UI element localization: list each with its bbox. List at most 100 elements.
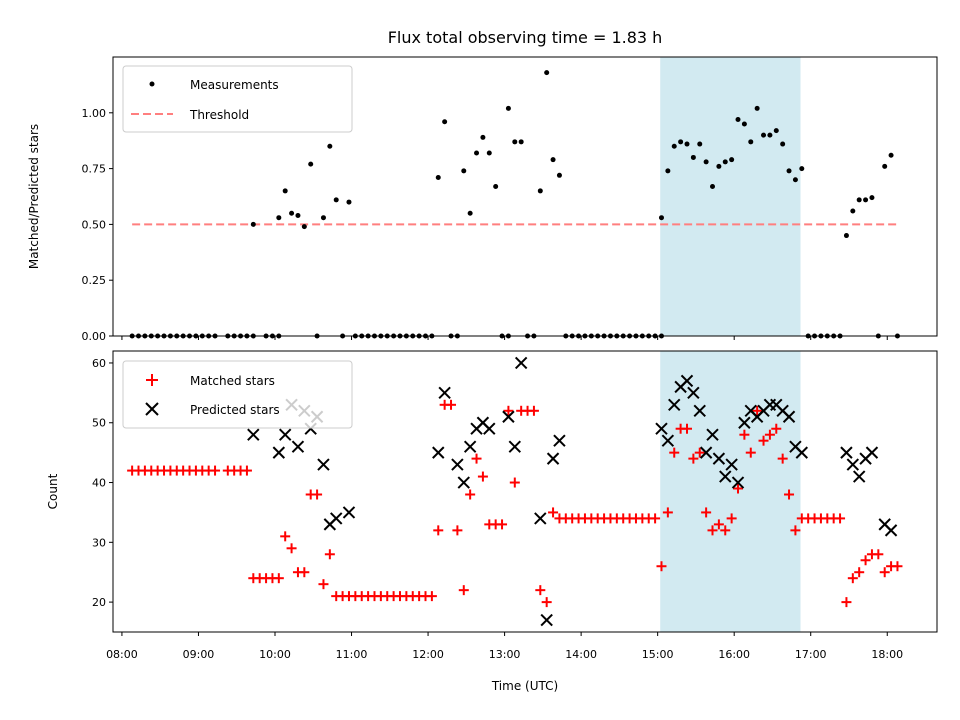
measurement-point <box>250 221 256 227</box>
measurement-point <box>729 157 735 163</box>
matched-star-marker <box>701 507 712 518</box>
measurement-point <box>850 208 856 214</box>
measurement-point <box>518 139 524 145</box>
predicted-star-marker <box>514 356 528 370</box>
measurement-point <box>741 121 747 127</box>
matched-star-marker <box>713 519 724 530</box>
measurement-point <box>888 152 894 158</box>
matched-star-marker <box>892 561 903 572</box>
top-highlight-band <box>660 57 801 336</box>
matched-star-marker <box>771 423 782 434</box>
predicted-star-marker <box>655 422 668 435</box>
bottom-y-axis-label: Count <box>46 473 60 509</box>
matched-star-marker <box>286 543 297 554</box>
matched-star-marker <box>733 483 744 494</box>
top-y-axis-label: Matched/Predicted stars <box>27 124 41 269</box>
predicted-star-marker <box>342 506 356 519</box>
measurement-point <box>786 168 792 174</box>
predicted-star-marker <box>795 446 808 459</box>
x-tick-label: 15:00 <box>642 648 674 661</box>
predicted-star-marker <box>553 434 566 447</box>
matched-star-marker <box>312 489 323 500</box>
top-legend-frame <box>122 65 353 133</box>
bottom-axes-frame <box>112 350 938 633</box>
y-tick-label: 1.00 <box>82 107 107 120</box>
matched-star-marker <box>324 549 335 560</box>
predicted-star-marker <box>865 446 879 459</box>
matched-star-marker <box>528 405 539 416</box>
measurement-point <box>544 70 550 76</box>
measurement-point <box>320 215 326 221</box>
measurement-point <box>512 139 518 145</box>
legend-measurements-label: Measurements <box>190 78 279 92</box>
x-tick-label: 09:00 <box>183 648 215 661</box>
legend-predicted-marker <box>145 402 159 416</box>
predicted-star-marker <box>272 446 286 459</box>
matched-star-marker <box>548 507 559 518</box>
bottom-x-axis: 08:00 09:00 10:00 11:00 12:00 13:00 14:00 15:00… <box>106 632 903 661</box>
predicted-star-marker <box>687 386 700 400</box>
legend-matched-label: Matched stars <box>190 374 275 388</box>
measurement-point <box>658 215 664 221</box>
matched-star-marker <box>784 489 795 500</box>
predicted-star-marker <box>546 452 560 465</box>
predicted-star-marker <box>840 446 853 459</box>
matched-star-marker <box>688 453 699 464</box>
matched-star-marker <box>790 525 801 536</box>
matched-stars-series <box>127 399 903 608</box>
y-tick-label: 30 <box>92 536 106 549</box>
x-tick-label: 12:00 <box>412 648 444 661</box>
predicted-star-marker <box>291 440 305 453</box>
matched-star-marker <box>477 471 488 482</box>
measurement-point <box>799 166 805 172</box>
measurement-point <box>792 177 798 183</box>
predicted-star-marker <box>668 398 681 412</box>
measurement-point <box>671 143 677 149</box>
matched-star-marker <box>656 561 667 572</box>
matched-star-marker <box>847 573 858 584</box>
matched-star-marker <box>662 507 673 518</box>
matched-star-marker <box>458 585 469 596</box>
legend-matched-marker <box>146 374 158 386</box>
matched-star-marker <box>669 447 680 458</box>
measurement-point <box>761 132 767 138</box>
measurement-point <box>754 105 760 111</box>
measurement-point <box>716 163 722 169</box>
predicted-star-marker <box>432 446 445 459</box>
matched-star-marker <box>764 429 775 440</box>
measurement-point <box>703 159 709 165</box>
matched-star-marker <box>835 513 846 524</box>
matched-star-marker <box>752 405 763 416</box>
predicted-star-marker <box>699 446 713 459</box>
bottom-legend: Matched stars Predicted stars <box>122 360 353 429</box>
x-tick-label: 08:00 <box>106 648 138 661</box>
y-tick-label: 40 <box>92 477 106 490</box>
measurement-point <box>722 159 728 165</box>
measurement-point <box>767 132 773 138</box>
measurement-point <box>684 141 690 147</box>
measurement-point <box>474 150 480 156</box>
predicted-star-marker <box>782 410 796 423</box>
y-tick-label: 60 <box>92 357 106 370</box>
y-tick-label: 20 <box>92 596 106 609</box>
matched-star-marker <box>452 525 463 536</box>
predicted-star-marker <box>719 470 732 483</box>
measurement-point <box>493 183 499 189</box>
top-axes-frame <box>112 56 938 337</box>
predicted-star-marker <box>693 404 706 417</box>
measurement-point <box>289 210 295 216</box>
matched-star-marker <box>720 525 731 536</box>
matched-star-marker <box>879 567 890 578</box>
predicted-star-marker <box>680 374 694 388</box>
predicted-star-marker <box>247 428 260 441</box>
x-tick-label: 16:00 <box>718 648 750 661</box>
measurement-point <box>697 141 703 147</box>
measurement-point <box>780 141 786 147</box>
y-tick-label: 0.75 <box>82 163 107 176</box>
y-tick-label: 0.25 <box>82 274 107 287</box>
predicted-star-marker <box>463 440 477 453</box>
predicted-star-marker <box>317 458 330 471</box>
measurement-point <box>276 215 282 221</box>
matched-star-marker <box>681 423 692 434</box>
matched-star-marker <box>541 597 552 608</box>
